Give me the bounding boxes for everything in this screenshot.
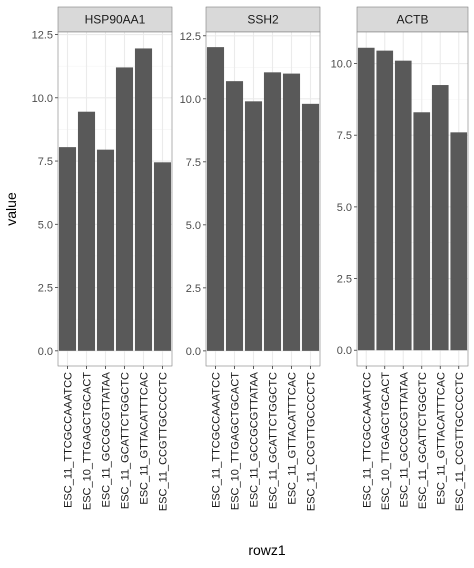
panel-border [57, 31, 173, 367]
y-tick-label: 2.5 [38, 283, 53, 295]
x-tick-label: ESC_10_TTGAGCTGCACT [82, 372, 94, 510]
x-tick-label: ESC_11_GCCGCGTTATAA [249, 371, 261, 507]
y-tick-label: 5.0 [38, 219, 53, 231]
bar [431, 85, 449, 351]
x-tick-label: ESC_11_TTCGCCAAATCC [63, 372, 75, 508]
bar [77, 111, 96, 351]
y-tick-label: 12.5 [32, 30, 53, 42]
y-tick-label: 7.5 [337, 130, 352, 142]
x-tick-label: ESC_11_GTTACATTTCAC [139, 372, 151, 505]
bar [153, 162, 172, 351]
y-tick-label: 12.5 [180, 31, 201, 43]
y-tick-label: 0.0 [38, 346, 53, 358]
y-tick-label: 5.0 [337, 202, 352, 214]
y-tick-label: 2.5 [337, 274, 352, 286]
y-tick-label: 2.5 [186, 283, 201, 295]
x-tick-label: ESC_11_GCATTCTGGCTC [417, 372, 429, 509]
facet-strip-label: HSP90AA1 [85, 13, 146, 27]
panel-background [357, 32, 468, 366]
facet-strip [57, 6, 173, 33]
y-tick-label: 7.5 [186, 157, 201, 169]
x-tick-label: ESC_10_TTGAGCTGCACT [230, 372, 242, 510]
x-tick-label: ESC_11_GCCGCGTTATAA [398, 371, 410, 507]
x-tick-label: ESC_11_GCATTCTGGCTC [120, 372, 132, 509]
x-axis-title: rowz1 [248, 542, 286, 558]
bar [376, 50, 394, 351]
panel-border [356, 31, 469, 367]
panel-border [205, 31, 321, 367]
facet-strip-label: SSH2 [247, 13, 279, 27]
panel-background [206, 32, 320, 366]
x-tick-label: ESC_11_TTCGCCAAATCC [211, 372, 223, 508]
bar [134, 48, 153, 351]
bar [301, 103, 320, 351]
x-tick-label: ESC_11_CCGTTGCCCCTC [454, 372, 466, 511]
x-tick-label: ESC_11_GCATTCTGGCTC [268, 372, 280, 509]
bar [263, 72, 282, 351]
facet-hsp90aa1: HSP90AA1 0.0 2.5 5.0 7.5 10.0 12.5 ESC_11_TTCGC… [32, 6, 173, 511]
bar [450, 132, 468, 351]
x-tick-label: ESC_11_GTTACATTTCAC [435, 372, 447, 505]
bar [413, 112, 431, 351]
y-tick-label: 10.0 [180, 94, 201, 106]
x-tick-label: ESC_11_CCGTTGCCCCTC [306, 372, 318, 511]
x-tick-label: ESC_11_GCCGCGTTATAA [101, 371, 113, 507]
facet-strip [356, 6, 469, 33]
y-tick-label: 0.0 [186, 346, 201, 358]
bar [96, 149, 115, 351]
x-tick-label: ESC_11_CCGTTGCCCCTC [158, 372, 170, 511]
facet-strip-label: ACTB [396, 13, 428, 27]
x-tick-label: ESC_10_TTGAGCTGCACT [380, 372, 392, 510]
x-tick-label: ESC_11_TTCGCCAAATCC [361, 372, 373, 508]
y-tick-label: 0.0 [337, 345, 352, 357]
facet-strip [205, 6, 321, 33]
bar [115, 67, 134, 351]
facet-panels: HSP90AA1 0.0 2.5 5.0 7.5 10.0 12.5 ESC_11_TTCGC… [32, 6, 469, 511]
bar [225, 81, 244, 351]
y-tick-label: 10.0 [32, 93, 53, 105]
bar [394, 60, 412, 351]
y-axis-title: value [3, 192, 19, 226]
bar [206, 47, 225, 351]
facet-actb: ACTB 0.0 2.5 5.0 7.5 10.0 ESC_11_TTCGCCAAATCC E… [331, 6, 469, 511]
y-tick-label: 5.0 [186, 220, 201, 232]
x-tick-label: ESC_11_GTTACATTTCAC [287, 372, 299, 505]
y-tick-label: 7.5 [38, 156, 53, 168]
bar [357, 47, 375, 351]
y-tick-label: 10.0 [331, 59, 352, 71]
facet-ssh2: SSH2 0.0 2.5 5.0 7.5 10.0 12.5 ESC_11_TTCGCCAAA… [180, 6, 321, 511]
bar [244, 101, 263, 351]
panel-background [58, 32, 172, 366]
bar [58, 147, 77, 351]
bar [282, 73, 301, 351]
